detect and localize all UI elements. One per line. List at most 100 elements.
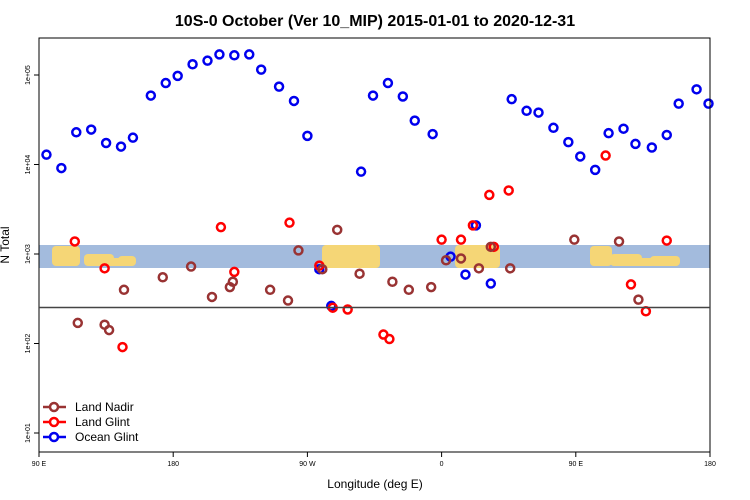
- data-point: [71, 127, 82, 138]
- data-point: [397, 91, 409, 102]
- legend-marker: [48, 416, 60, 428]
- data-point: [172, 70, 183, 82]
- data-point: [85, 124, 97, 135]
- data-point: [284, 217, 295, 228]
- data-point: [214, 49, 225, 60]
- legend-label: Land Nadir: [75, 400, 134, 414]
- data-point: [403, 284, 415, 296]
- data-point: [185, 261, 197, 272]
- data-point: [427, 128, 438, 140]
- legend-label: Ocean Glint: [75, 430, 139, 444]
- data-point: [273, 81, 285, 92]
- data-point: [229, 266, 240, 278]
- legend-item: Ocean Glint: [43, 430, 139, 444]
- data-point: [160, 77, 171, 89]
- data-point: [485, 241, 497, 253]
- data-point: [187, 59, 198, 70]
- y-tick-label: 1e+05: [25, 65, 32, 85]
- data-point: [99, 319, 110, 330]
- data-point: [630, 138, 641, 150]
- data-points: [41, 49, 714, 353]
- data-point: [331, 224, 343, 236]
- data-point: [503, 185, 514, 196]
- data-point: [293, 245, 304, 256]
- data-point: [117, 341, 128, 353]
- data-point: [460, 269, 471, 280]
- x-axis-label: Longitude (deg E): [327, 477, 422, 491]
- data-point: [673, 98, 684, 109]
- data-point: [282, 295, 294, 306]
- data-point: [613, 236, 625, 247]
- data-point: [382, 77, 394, 89]
- land-mass: [345, 245, 380, 268]
- series-ocean-glint: [41, 49, 714, 312]
- data-point: [661, 129, 673, 141]
- plot-frame: [38, 37, 711, 453]
- data-point: [367, 90, 379, 101]
- data-point: [473, 263, 485, 274]
- data-point: [563, 136, 574, 148]
- data-point: [455, 253, 467, 264]
- y-tick-label: 1e+01: [25, 423, 32, 443]
- x-tick-label: 0: [440, 461, 444, 468]
- data-point: [618, 123, 629, 134]
- data-point: [118, 284, 130, 296]
- data-point: [342, 304, 353, 315]
- y-tick-label: 1e+03: [25, 244, 32, 264]
- data-point: [255, 64, 267, 75]
- data-point: [467, 220, 479, 231]
- data-point: [288, 95, 300, 107]
- data-point: [41, 149, 52, 160]
- x-tick-label: 90 W: [299, 461, 316, 468]
- data-point: [145, 90, 157, 101]
- x-tick-label: 90 E: [569, 461, 584, 468]
- data-point: [302, 130, 313, 142]
- land-mass: [650, 256, 680, 266]
- data-point: [506, 93, 517, 105]
- data-point: [215, 221, 227, 233]
- data-point: [387, 276, 398, 287]
- data-point: [227, 276, 239, 287]
- data-point: [115, 141, 127, 152]
- series-land-nadir: [72, 224, 644, 336]
- data-point: [484, 189, 495, 201]
- data-point: [603, 127, 614, 139]
- x-tick-label: 180: [704, 461, 716, 468]
- land-mass: [628, 258, 656, 266]
- data-point: [600, 150, 611, 161]
- data-point: [127, 132, 139, 143]
- x-tick-label: 180: [167, 461, 179, 468]
- y-axis: 1e+01 1e+02 1e+03 1e+04 1e+05: [25, 65, 39, 443]
- data-point: [633, 294, 644, 305]
- y-tick-label: 1e+02: [25, 334, 32, 354]
- data-point: [409, 115, 421, 126]
- data-point: [99, 263, 110, 274]
- background-map: [39, 245, 710, 268]
- data-point: [661, 235, 673, 246]
- data-point: [455, 234, 467, 245]
- data-point: [229, 50, 240, 61]
- data-point: [384, 333, 395, 345]
- data-point: [485, 278, 497, 289]
- y-axis-label: N Total: [0, 226, 12, 263]
- legend-marker: [48, 401, 60, 413]
- chart-title: 10S-0 October (Ver 10_MIP) 2015-01-01 to…: [175, 13, 575, 30]
- land-mass: [590, 246, 612, 266]
- data-point: [355, 166, 367, 177]
- legend-item: Land Glint: [43, 415, 130, 429]
- data-point: [56, 162, 67, 174]
- data-point: [202, 55, 213, 66]
- data-point: [521, 105, 532, 117]
- data-point: [425, 281, 437, 293]
- data-point: [72, 317, 84, 329]
- data-point: [625, 279, 637, 290]
- x-axis: 90 E 180 90 W 0 90 E 180: [32, 452, 716, 468]
- x-tick-label: 90 E: [32, 461, 47, 468]
- data-point: [157, 272, 169, 283]
- data-point: [264, 284, 276, 296]
- land-mass: [118, 256, 136, 266]
- data-point: [100, 137, 112, 149]
- data-point: [69, 236, 81, 247]
- land-mass: [52, 246, 80, 266]
